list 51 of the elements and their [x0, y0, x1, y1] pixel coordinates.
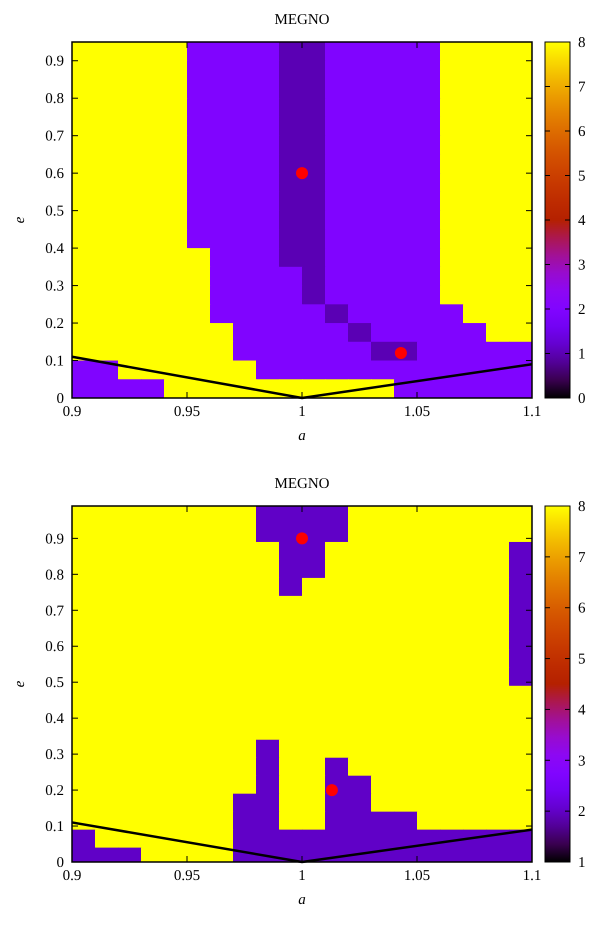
color-bar-label: 2: [578, 804, 586, 820]
x-axis-title: a: [298, 892, 306, 908]
color-bar-label: 3: [578, 753, 586, 770]
x-tick-label: 0.95: [174, 404, 200, 420]
color-bar-label: 7: [578, 80, 586, 96]
y-tick-label: 0.8: [45, 91, 64, 108]
x-tick-label: 1.05: [404, 868, 430, 884]
x-tick-label: 1.1: [522, 868, 542, 884]
color-bar-label: 7: [578, 550, 586, 566]
chart-title: MEGNO: [274, 476, 330, 492]
y-tick-label: 0.9: [45, 531, 64, 548]
color-bar-label: 4: [578, 702, 586, 718]
x-tick-label: 1: [298, 868, 306, 884]
y-tick-label: 0.1: [45, 354, 64, 370]
color-bar-label: 4: [578, 213, 586, 229]
y-tick-label: 0: [56, 855, 64, 871]
y-tick-label: 0.4: [45, 711, 64, 728]
y-tick-label: 0.1: [45, 819, 64, 836]
color-bar-label: 3: [578, 258, 586, 274]
color-bar-label: 1: [578, 855, 586, 871]
y-tick-label: 0.6: [45, 639, 64, 656]
color-bar-label: 8: [578, 35, 586, 51]
y-axis-title: e: [12, 680, 28, 688]
chart-title: MEGNO: [274, 12, 330, 28]
y-tick-label: 0.2: [45, 783, 64, 800]
y-tick-label: 0.9: [45, 54, 64, 70]
y-tick-label: 0.3: [45, 278, 64, 295]
color-bar-label: 5: [578, 652, 586, 668]
x-tick-label: 1.05: [404, 404, 430, 420]
y-axis-title: e: [12, 216, 28, 224]
color-bar-label: 6: [578, 600, 586, 617]
y-tick-label: 0.4: [45, 241, 64, 258]
x-tick-label: 1.1: [522, 404, 542, 420]
color-bar-label: 5: [578, 168, 586, 184]
y-tick-label: 0: [56, 391, 64, 407]
y-tick-label: 0.5: [45, 204, 64, 220]
color-bar-label: 0: [578, 391, 586, 407]
color-bar-label: 1: [578, 346, 586, 362]
y-tick-label: 0.7: [45, 603, 64, 620]
y-tick-label: 0.3: [45, 747, 64, 764]
y-tick-label: 0.5: [45, 675, 64, 692]
y-tick-label: 0.7: [45, 128, 64, 145]
color-bar-label: 8: [578, 499, 586, 515]
x-tick-label: 1: [298, 404, 306, 420]
color-bar-label: 2: [578, 302, 586, 318]
x-axis-title: a: [298, 428, 306, 444]
y-tick-label: 0.2: [45, 316, 64, 332]
color-bar-label: 6: [578, 124, 586, 140]
y-tick-label: 0.8: [45, 567, 64, 584]
x-tick-label: 0.95: [174, 868, 200, 884]
y-tick-label: 0.6: [45, 166, 64, 182]
